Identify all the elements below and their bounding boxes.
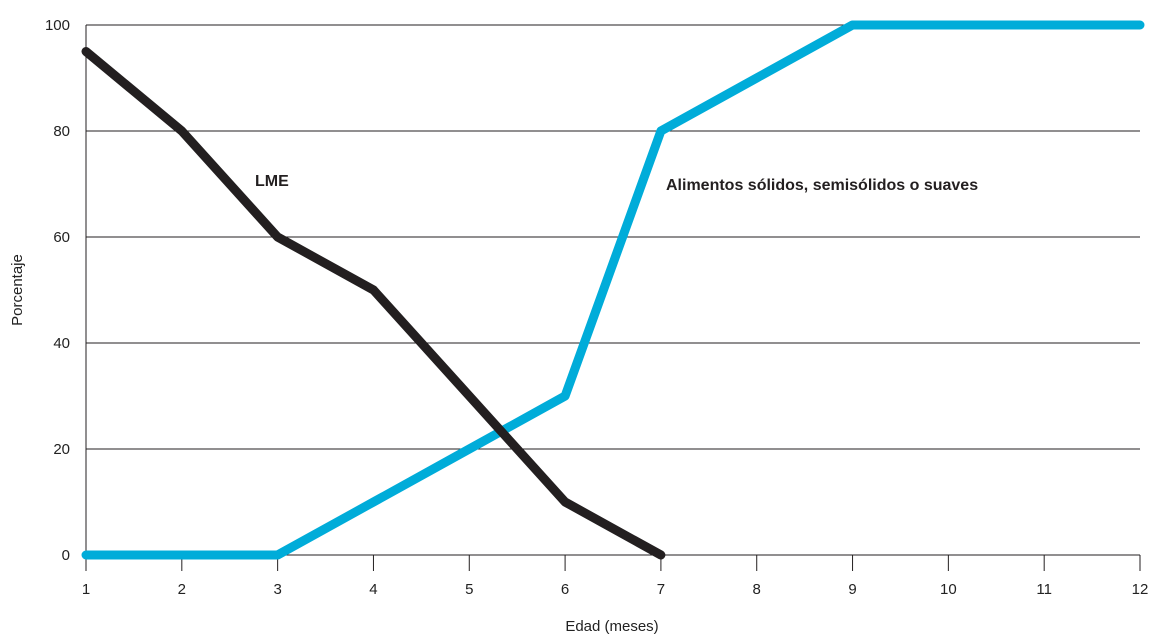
y-axis: 0 20 40 60 80 100 (45, 17, 87, 564)
x-axis: 1 2 3 4 5 6 7 8 9 10 11 12 (82, 554, 1149, 598)
x-tick-label: 12 (1132, 581, 1149, 598)
y-tick-label: 60 (53, 229, 70, 246)
y-tick-label: 40 (53, 335, 70, 352)
series-label-alimentos: Alimentos sólidos, semisólidos o suaves (666, 177, 978, 194)
x-tick-label: 1 (82, 581, 90, 598)
y-tick-label: 20 (53, 441, 70, 458)
x-axis-label: Edad (meses) (565, 618, 658, 635)
y-tick-label: 80 (53, 123, 70, 140)
y-tick-label: 100 (45, 17, 70, 34)
gridlines (86, 24, 1140, 556)
series-lines (81, 20, 1145, 560)
y-axis-label: Porcentaje (9, 254, 26, 326)
series-line-lme (81, 47, 666, 560)
x-tick-label: 11 (1036, 581, 1052, 598)
y-tick-label: 0 (62, 547, 70, 564)
x-tick-label: 9 (848, 581, 856, 598)
x-tick-label: 7 (657, 581, 665, 598)
series-label-lme: LME (255, 173, 289, 190)
x-tick-label: 6 (561, 581, 569, 598)
x-tick-label: 2 (178, 581, 186, 598)
x-tick-label: 8 (753, 581, 761, 598)
x-tick-label: 4 (369, 581, 377, 598)
x-tick-label: 5 (465, 581, 473, 598)
x-tick-label: 10 (940, 581, 957, 598)
x-tick-label: 3 (273, 581, 281, 598)
series-line-alimentos (81, 20, 1145, 560)
